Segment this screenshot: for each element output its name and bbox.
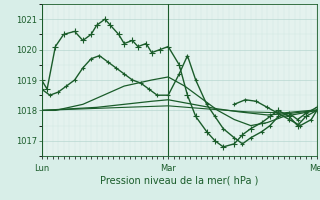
X-axis label: Pression niveau de la mer( hPa ): Pression niveau de la mer( hPa ) <box>100 175 258 185</box>
